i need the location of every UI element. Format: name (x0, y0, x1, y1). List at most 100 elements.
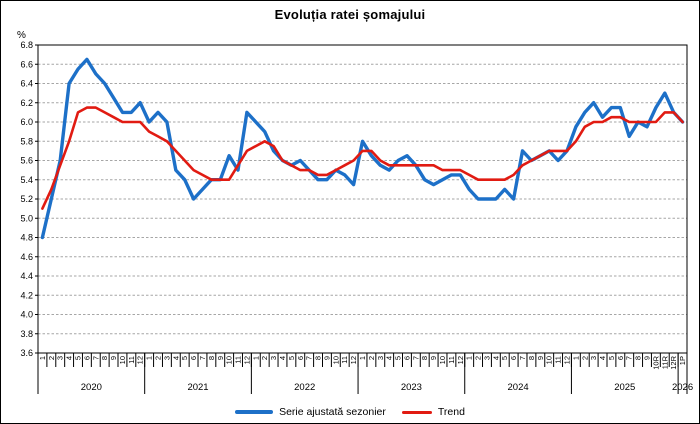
month-label: 12R (669, 355, 678, 369)
month-label: 9 (109, 356, 118, 360)
legend: Serie ajustată sezonier Trend (1, 406, 699, 418)
y-tick-label: 6.0 (20, 117, 33, 127)
year-label: 2022 (294, 382, 315, 393)
month-label: 5 (394, 356, 403, 360)
chart-title: Evoluția ratei șomajului (274, 7, 426, 22)
month-label: 9 (322, 356, 331, 360)
month-label: 2 (474, 356, 483, 360)
month-label: 6 (509, 356, 518, 360)
y-tick-label: 3.8 (20, 329, 33, 339)
month-label: 5 (74, 356, 83, 360)
y-tick-label: 5.6 (20, 156, 33, 166)
month-label: 7 (305, 356, 314, 360)
series-line-1 (41, 106, 684, 210)
month-label: 7 (625, 356, 634, 360)
year-label: 2020 (81, 382, 102, 393)
y-tick-label: 6.4 (20, 79, 33, 89)
month-label: 4 (491, 356, 500, 360)
month-label: 7 (518, 356, 527, 360)
legend-label-seasonal: Serie ajustată sezonier (279, 406, 386, 418)
month-label: 9 (642, 356, 651, 360)
month-label: 2 (154, 356, 163, 360)
month-label: 8 (527, 356, 536, 360)
year-label: 2021 (187, 382, 208, 393)
month-label: 1 (358, 356, 367, 360)
month-label: 1 (38, 356, 47, 360)
plot-border (37, 44, 688, 354)
month-label: 8 (207, 356, 216, 360)
y-tick-label: 6.8 (20, 40, 33, 50)
month-label: 12 (562, 356, 571, 364)
legend-label-trend: Trend (437, 406, 465, 418)
month-label: 2 (367, 356, 376, 360)
month-label: 6 (82, 356, 91, 360)
month-label: 1 (465, 356, 474, 360)
month-label: 8 (100, 356, 109, 360)
y-tick-label: 5.8 (20, 136, 33, 146)
month-label: 7 (91, 356, 100, 360)
month-label: 3 (162, 356, 171, 360)
y-tick-label: 5.2 (20, 194, 33, 204)
month-label: 3 (589, 356, 598, 360)
month-label: 8 (420, 356, 429, 360)
y-axis-labels: 3.6 3.8 4.0 4.2 4.4 4.6 4.8 5.0 5.2 5.4 5.6 5.8 6.0 6… (20, 40, 38, 358)
y-tick-label: 6.2 (20, 98, 33, 108)
y-axis-unit-label: % (17, 30, 26, 41)
y-tick-label: 6.6 (20, 59, 33, 69)
month-label: 11 (447, 356, 456, 364)
month-label: 11 (554, 356, 563, 364)
year-label: 2024 (508, 382, 529, 393)
year-label: 2023 (401, 382, 422, 393)
month-label: 3 (482, 356, 491, 360)
month-label: 5 (180, 356, 189, 360)
month-label: 2 (260, 356, 269, 360)
y-tick-label: 4.0 (20, 310, 33, 320)
series-line-0 (40, 57, 685, 240)
month-label: 11R (660, 355, 669, 369)
year-label: 2026 (672, 382, 693, 393)
month-label: 10 (118, 356, 127, 364)
month-label: 12 (136, 356, 145, 364)
y-tick-label: 5.4 (20, 175, 33, 185)
month-label: 1 (571, 356, 580, 360)
month-label: 10 (225, 356, 234, 364)
month-label: 11 (234, 356, 243, 364)
month-label: 5 (500, 356, 509, 360)
month-label: 6 (296, 356, 305, 360)
month-label: 9 (216, 356, 225, 360)
month-label: 6 (616, 356, 625, 360)
y-tick-label: 4.6 (20, 252, 33, 262)
x-axis-separators (37, 353, 688, 394)
y-tick-label: 4.4 (20, 271, 33, 281)
month-label: 8 (634, 356, 643, 360)
month-label: 1 (145, 356, 154, 360)
month-label: 4 (278, 356, 287, 360)
y-tick-label: 5.0 (20, 213, 33, 223)
month-label: 11 (127, 356, 136, 364)
legend-swatch-seasonal (235, 410, 274, 414)
month-label: 6 (402, 356, 411, 360)
month-label: 12 (242, 356, 251, 364)
month-label: 3 (269, 356, 278, 360)
x-year-labels: 2020 2021 2022 2023 2024 2025 2026 (81, 382, 693, 393)
month-label: 8 (314, 356, 323, 360)
month-label: 4 (65, 356, 74, 360)
month-label: 9 (536, 356, 545, 360)
month-label: 7 (198, 356, 207, 360)
legend-swatch-trend (401, 410, 432, 414)
month-label: 9 (429, 356, 438, 360)
year-label: 2025 (614, 382, 635, 393)
month-label: 12 (349, 356, 358, 364)
month-label: 12 (456, 356, 465, 364)
month-label: 1P (678, 356, 687, 365)
x-month-labels: 1 2 3 4 5 6 7 8 9 10 11 12 1 2 3 4 5 6 7 8 9 10 11 12 1 2 3 4 5 6 7 8 9 1… (38, 355, 687, 369)
month-label: 11 (340, 356, 349, 364)
month-label: 4 (598, 356, 607, 360)
month-label: 3 (56, 356, 65, 360)
month-label: 4 (385, 356, 394, 360)
y-tick-label: 4.2 (20, 290, 33, 300)
y-tick-label: 3.6 (20, 348, 33, 358)
month-label: 7 (411, 356, 420, 360)
month-label: 10 (438, 356, 447, 364)
